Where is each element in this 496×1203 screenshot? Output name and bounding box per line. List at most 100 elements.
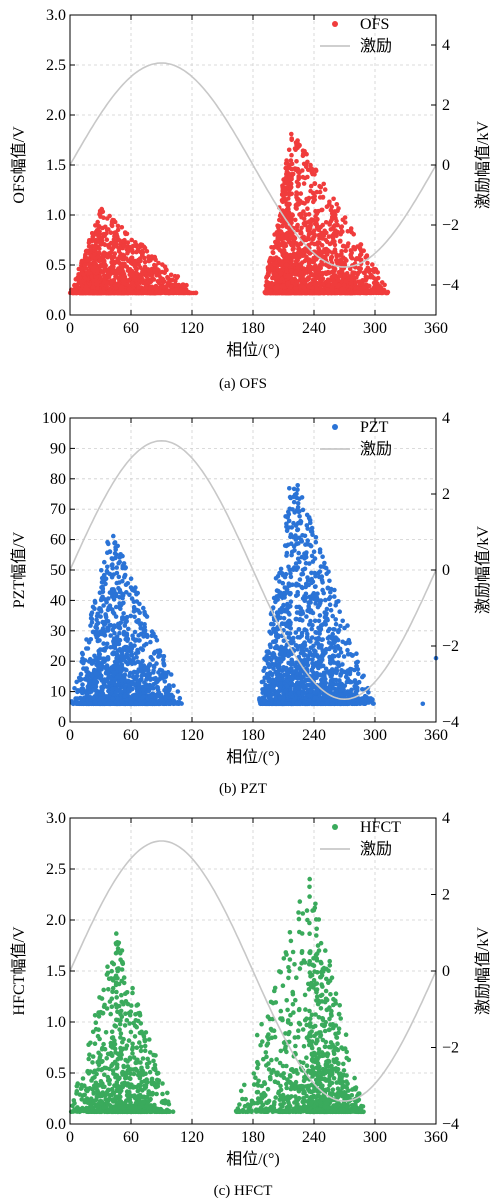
data-point bbox=[177, 695, 183, 701]
data-point bbox=[161, 284, 166, 290]
data-point bbox=[365, 260, 370, 266]
data-point bbox=[144, 249, 150, 254]
data-point bbox=[136, 667, 141, 672]
data-point bbox=[304, 276, 310, 282]
data-point bbox=[80, 682, 85, 687]
data-point bbox=[293, 205, 299, 211]
data-point bbox=[288, 260, 294, 265]
data-point bbox=[81, 660, 86, 666]
data-point bbox=[133, 266, 139, 272]
data-point bbox=[83, 252, 88, 257]
data-point bbox=[336, 206, 341, 211]
data-point bbox=[179, 289, 184, 295]
data-point bbox=[89, 610, 95, 615]
data-point bbox=[324, 230, 329, 236]
data-point bbox=[90, 284, 96, 290]
data-point bbox=[315, 242, 320, 247]
data-point bbox=[102, 233, 107, 239]
data-point bbox=[113, 604, 119, 610]
data-point bbox=[101, 258, 107, 263]
data-point bbox=[121, 600, 126, 606]
data-point bbox=[343, 248, 349, 253]
data-point bbox=[305, 206, 310, 211]
data-point bbox=[144, 273, 149, 279]
data-point bbox=[349, 229, 354, 235]
data-point bbox=[105, 271, 111, 277]
data-point bbox=[288, 289, 293, 295]
data-point bbox=[311, 259, 317, 265]
data-point bbox=[133, 240, 138, 245]
data-point bbox=[277, 258, 283, 263]
data-point bbox=[311, 235, 316, 240]
data-point bbox=[130, 290, 135, 296]
data-point bbox=[129, 237, 134, 243]
data-point bbox=[334, 252, 340, 258]
data-point bbox=[291, 246, 296, 251]
data-point bbox=[101, 680, 106, 686]
data-point bbox=[364, 267, 369, 273]
data-point bbox=[138, 661, 143, 666]
data-point bbox=[100, 225, 105, 231]
data-point bbox=[301, 181, 307, 186]
data-point bbox=[76, 701, 82, 706]
data-point bbox=[331, 196, 336, 202]
data-point bbox=[110, 610, 116, 615]
data-point bbox=[125, 661, 131, 667]
data-point bbox=[72, 686, 77, 691]
data-point bbox=[342, 215, 348, 220]
data-point bbox=[92, 679, 97, 685]
data-point bbox=[165, 701, 171, 706]
data-point bbox=[302, 175, 308, 181]
data-point bbox=[117, 647, 123, 652]
data-point bbox=[113, 555, 118, 561]
data-point bbox=[327, 201, 332, 207]
data-point bbox=[121, 243, 127, 249]
data-point bbox=[86, 244, 92, 249]
data-point bbox=[80, 656, 85, 661]
data-point bbox=[320, 222, 326, 228]
data-point bbox=[142, 264, 148, 270]
data-point bbox=[138, 273, 144, 279]
data-point bbox=[160, 269, 165, 275]
x-tick-label: 60 bbox=[123, 320, 139, 337]
data-point bbox=[332, 266, 338, 272]
data-point bbox=[138, 265, 143, 270]
data-point bbox=[348, 280, 354, 286]
data-point bbox=[339, 228, 345, 234]
data-point bbox=[334, 288, 339, 294]
data-point bbox=[89, 620, 95, 625]
data-point bbox=[125, 268, 131, 273]
data-point bbox=[300, 277, 306, 283]
data-point bbox=[114, 565, 119, 570]
data-point bbox=[129, 280, 135, 286]
data-point bbox=[95, 219, 100, 225]
data-point bbox=[342, 282, 347, 288]
data-point bbox=[82, 275, 88, 281]
data-point bbox=[171, 683, 176, 688]
data-point bbox=[93, 223, 98, 228]
data-point bbox=[344, 290, 350, 296]
data-point bbox=[342, 272, 347, 277]
data-point bbox=[327, 221, 333, 226]
data-point bbox=[111, 597, 117, 602]
data-point bbox=[142, 665, 147, 671]
data-point bbox=[272, 261, 277, 267]
data-point bbox=[140, 280, 146, 286]
data-point bbox=[98, 289, 103, 295]
data-point bbox=[113, 243, 118, 249]
data-point bbox=[94, 617, 99, 623]
data-point bbox=[103, 613, 109, 618]
data-point bbox=[117, 261, 123, 266]
data-point bbox=[284, 171, 289, 177]
data-point bbox=[87, 690, 92, 695]
data-point bbox=[281, 197, 286, 202]
data-point bbox=[118, 254, 124, 259]
data-point bbox=[365, 275, 370, 280]
data-point bbox=[94, 622, 99, 627]
data-point bbox=[90, 231, 95, 236]
data-point bbox=[158, 697, 164, 702]
data-point bbox=[154, 273, 159, 278]
data-point bbox=[97, 246, 102, 251]
data-point bbox=[105, 216, 110, 221]
